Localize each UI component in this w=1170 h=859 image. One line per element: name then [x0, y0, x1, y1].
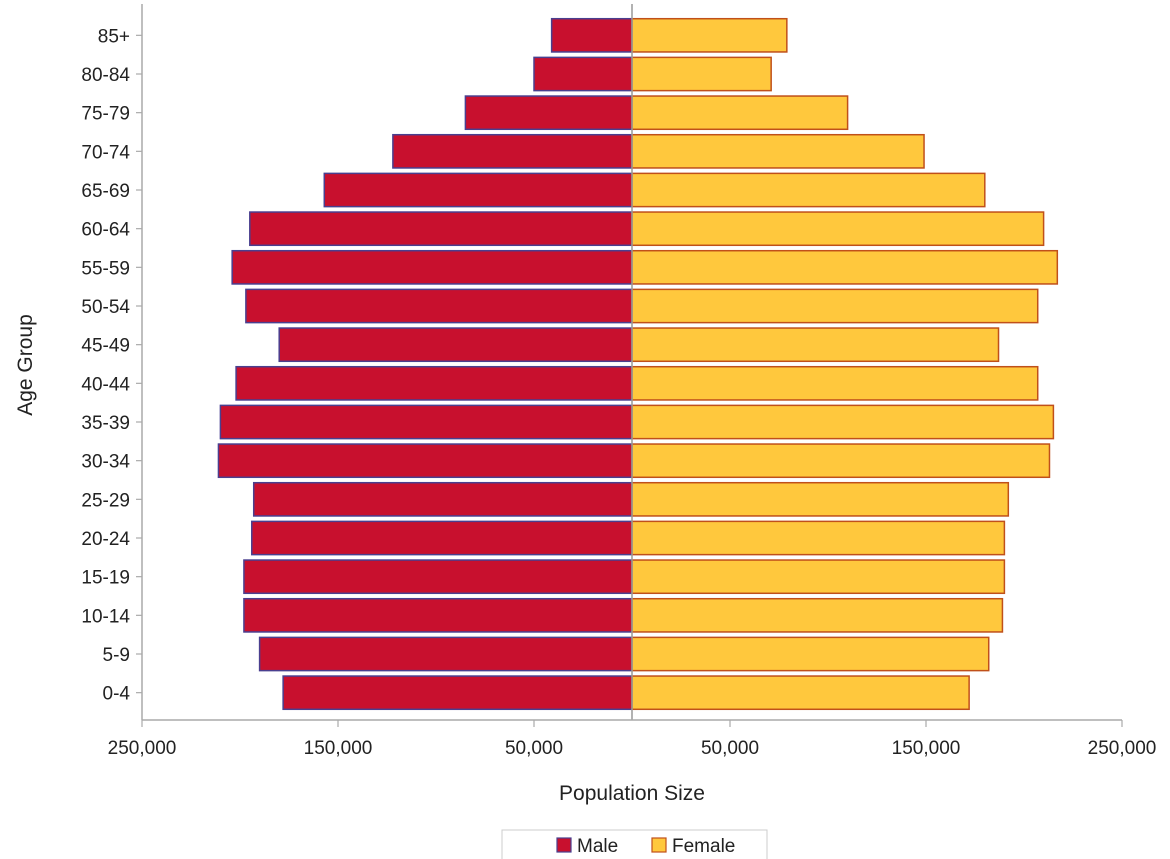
bar-male-65-69 [323, 172, 633, 208]
bar-female-40-44 [631, 365, 1039, 401]
y-tick-label: 0-4 [103, 684, 131, 705]
x-tick-label: 50,000 [505, 738, 563, 759]
bar-female-70-74 [631, 133, 925, 169]
bar-male-45-49 [278, 327, 633, 363]
y-tick-label: 70-74 [81, 142, 130, 163]
bar-male-75-79 [464, 95, 633, 131]
y-tick-label: 10-14 [81, 606, 130, 627]
bar-male-85+ [550, 17, 633, 53]
bar-female-20-24 [631, 520, 1006, 556]
bar-male-55-59 [231, 249, 633, 285]
y-tick-label: 55-59 [81, 258, 130, 279]
bar-male-80-84 [533, 56, 633, 92]
y-axis-ticks: 0-4 5-9 10-14 15-19 20-24 25-29 30-34 35-39 40-4… [81, 26, 142, 705]
bar-male-5-9 [258, 636, 633, 672]
y-tick-label: 75-79 [81, 104, 130, 125]
bar-female-25-29 [631, 481, 1010, 517]
bar-female-80-84 [631, 56, 772, 92]
bar-male-0-4 [282, 675, 633, 711]
y-tick-label: 45-49 [81, 336, 130, 357]
y-tick-label: 5-9 [103, 645, 130, 666]
bar-female-55-59 [631, 249, 1059, 285]
bar-male-10-14 [243, 597, 633, 633]
legend-frame [501, 829, 768, 859]
bar-male-20-24 [251, 520, 633, 556]
y-tick-label: 40-44 [81, 374, 130, 395]
bar-male-60-64 [249, 211, 633, 247]
bar-male-15-19 [243, 559, 633, 595]
x-tick-label: 150,000 [892, 738, 961, 759]
legend: Male Female [501, 829, 768, 859]
bar-male-25-29 [252, 481, 633, 517]
y-tick-label: 65-69 [81, 181, 130, 202]
legend-label-male: Male [577, 836, 618, 857]
bar-male-35-39 [219, 404, 633, 440]
x-tick-label: 150,000 [304, 738, 373, 759]
y-tick-label: 60-64 [81, 220, 130, 241]
y-tick-label: 50-54 [81, 297, 130, 318]
y-tick-label: 85+ [98, 26, 130, 47]
bar-female-30-34 [631, 443, 1051, 479]
legend-swatch-female [651, 837, 667, 853]
bar-female-60-64 [631, 211, 1045, 247]
bar-male-50-54 [245, 288, 633, 324]
bar-female-0-4 [631, 675, 970, 711]
bar-female-75-79 [631, 95, 849, 131]
y-axis-title: Age Group [14, 314, 37, 416]
y-tick-label: 35-39 [81, 413, 130, 434]
y-tick-label: 25-29 [81, 490, 130, 511]
y-tick-label: 30-34 [81, 452, 130, 473]
x-tick-label: 250,000 [1088, 738, 1157, 759]
bar-male-40-44 [235, 365, 633, 401]
bar-female-10-14 [631, 597, 1004, 633]
y-tick-label: 15-19 [81, 568, 130, 589]
bar-female-5-9 [631, 636, 990, 672]
x-axis-ticks: 250,000 150,000 50,000 50,000 150,000 250,000 [108, 720, 1157, 759]
y-tick-label: 20-24 [81, 529, 130, 550]
x-tick-label: 250,000 [108, 738, 177, 759]
bar-female-35-39 [631, 404, 1055, 440]
bars-group [217, 17, 1059, 711]
x-axis-title: Population Size [559, 782, 705, 805]
bar-female-45-49 [631, 327, 1000, 363]
legend-swatch-male [556, 837, 572, 853]
bar-female-15-19 [631, 559, 1006, 595]
bar-male-70-74 [392, 133, 633, 169]
legend-label-female: Female [672, 836, 735, 857]
bar-male-30-34 [217, 443, 633, 479]
bar-female-65-69 [631, 172, 986, 208]
bar-female-85+ [631, 17, 788, 53]
bar-female-50-54 [631, 288, 1039, 324]
y-tick-label: 80-84 [81, 65, 130, 86]
x-tick-label: 50,000 [701, 738, 759, 759]
